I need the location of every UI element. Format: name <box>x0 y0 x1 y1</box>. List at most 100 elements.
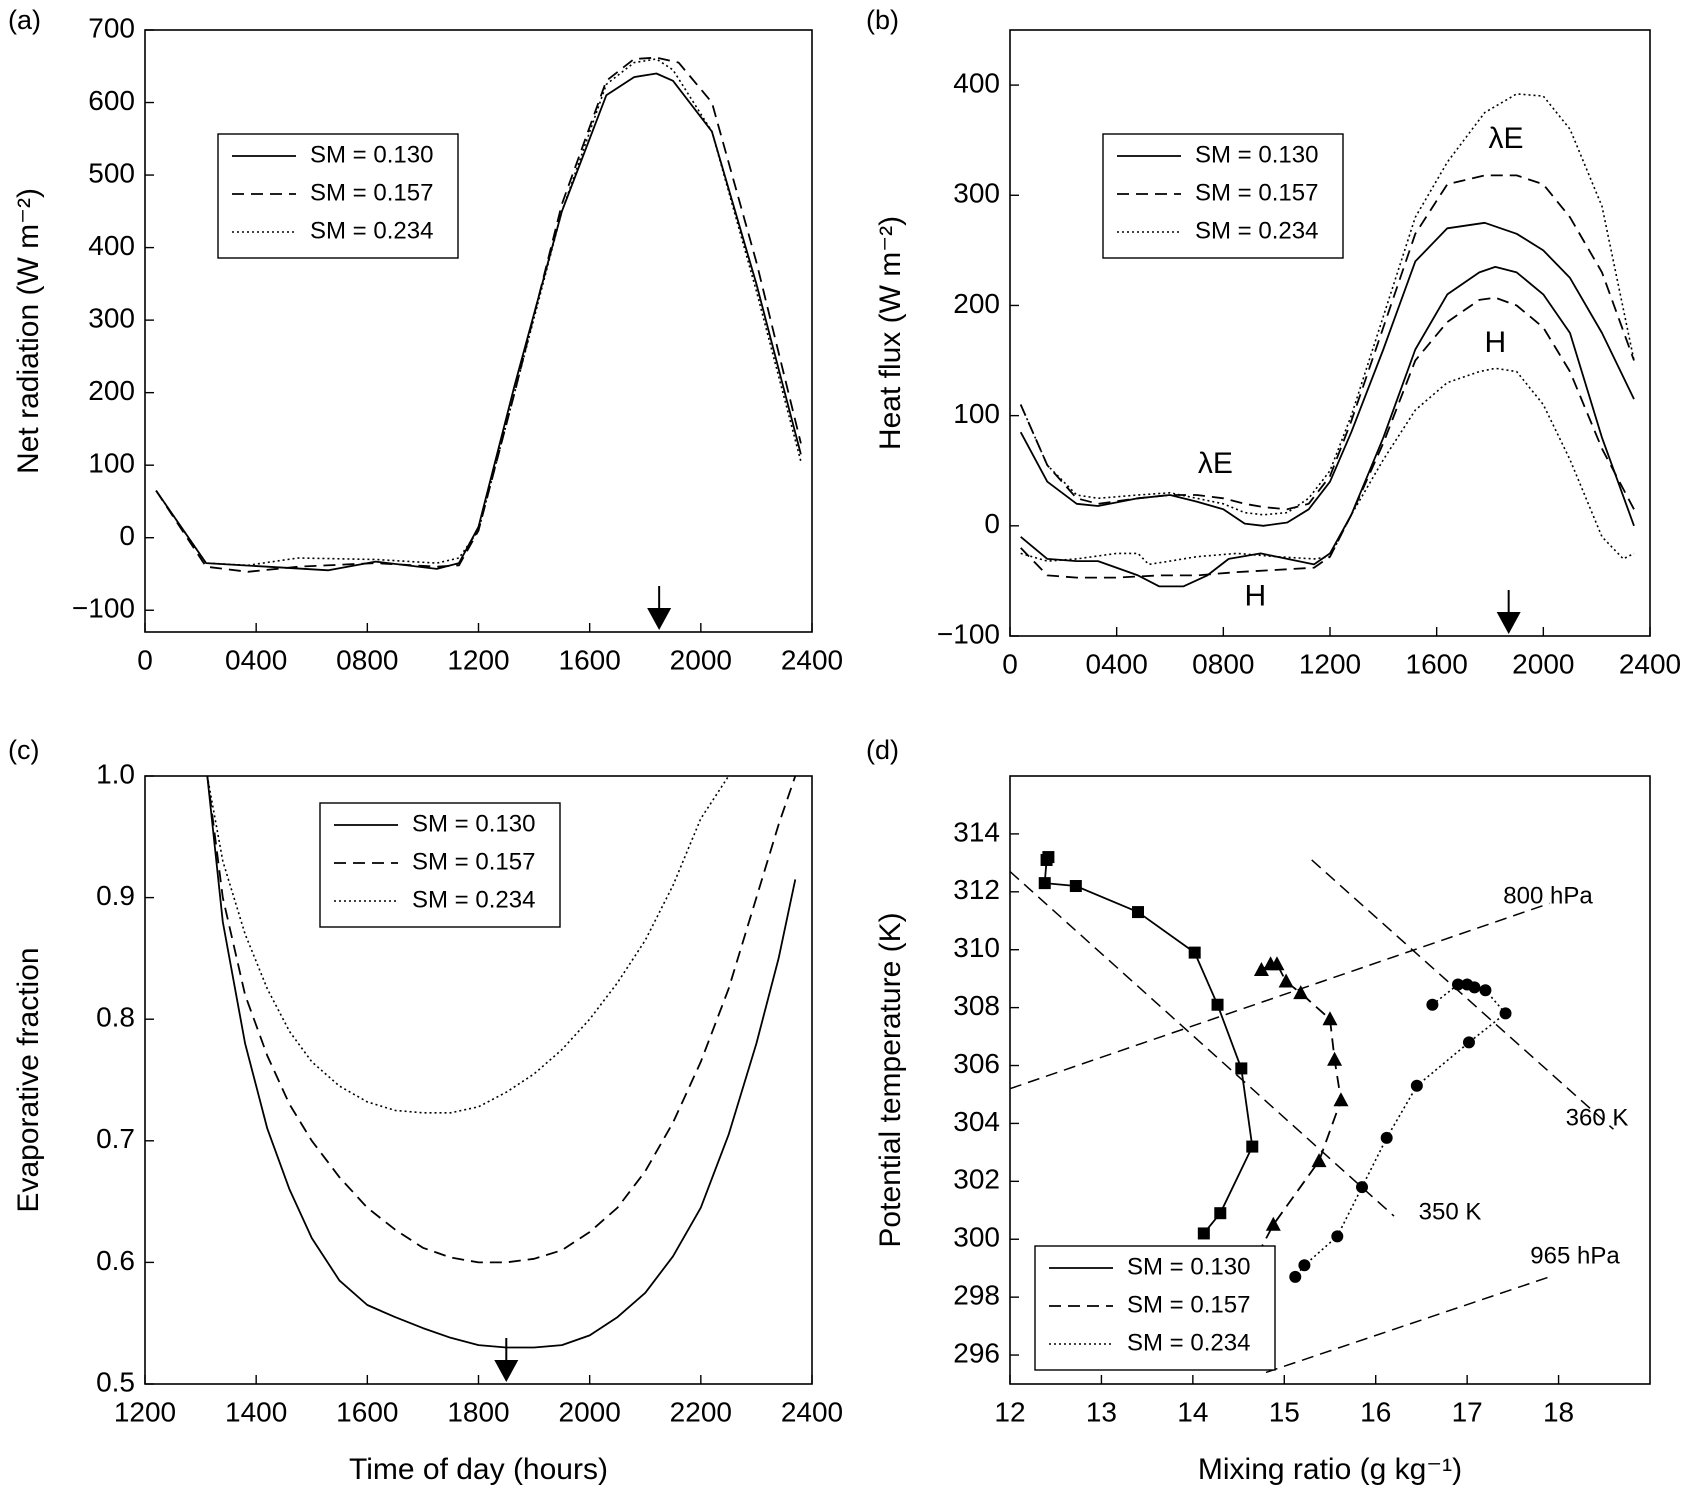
x-tick-label: 1600 <box>1406 648 1468 679</box>
data-point-triangle <box>1265 1216 1281 1231</box>
x-tick-label: 16 <box>1360 1396 1391 1427</box>
x-tick-label: 2200 <box>670 1396 732 1427</box>
data-point-triangle <box>1311 1153 1327 1168</box>
x-axis-label-text: Time of day (hours) <box>349 1453 608 1486</box>
data-point-triangle <box>1327 1051 1343 1066</box>
legend-entry-label: SM = 0.157 <box>1195 179 1318 206</box>
y-tick-label: 300 <box>88 303 135 334</box>
y-tick-label: 302 <box>953 1164 1000 1195</box>
y-axis-label-text: Evaporative fraction <box>12 947 45 1212</box>
y-tick-label: 0.5 <box>96 1366 135 1397</box>
y-tick-label: 100 <box>953 398 1000 429</box>
data-point-triangle <box>1322 1011 1338 1026</box>
y-tick-label: 312 <box>953 874 1000 905</box>
y-tick-label: −100 <box>72 593 135 624</box>
panel-label: (b) <box>866 5 899 35</box>
y-tick-label: 100 <box>88 448 135 479</box>
y-axis-label-text: Net radiation <box>12 304 45 474</box>
reference-line-label: 965 hPa <box>1530 1242 1620 1269</box>
series-line-dashed <box>1020 296 1635 579</box>
panel-label: (c) <box>8 735 39 765</box>
y-tick-label: 0.7 <box>96 1123 135 1154</box>
x-tick-label: 0400 <box>1086 648 1148 679</box>
reference-line-350-k <box>1010 870 1395 1217</box>
data-point-square <box>1214 1207 1227 1220</box>
annotation-label: H <box>1244 579 1266 612</box>
reference-line-label: 360 K <box>1566 1104 1629 1131</box>
arrow-marker-icon <box>647 608 672 630</box>
x-tick-label: 2400 <box>781 1396 843 1427</box>
data-point-square <box>1246 1140 1259 1153</box>
x-tick-label: 1600 <box>336 1396 398 1427</box>
panel-c: (c) 1200 1400 1600 1800 2000 2200 2400 0.5 0.6 0.7… <box>8 735 843 1486</box>
y-tick-label: 314 <box>953 816 1000 847</box>
legend-entry-label: SM = 0.130 <box>1195 141 1318 168</box>
x-tick-label: 2000 <box>670 644 732 675</box>
y-tick-label: 200 <box>88 375 135 406</box>
legend-entry-label: SM = 0.157 <box>412 848 535 875</box>
x-tick-label: 0800 <box>1192 648 1254 679</box>
legend-box <box>1034 1245 1276 1371</box>
x-tick-label: 2000 <box>1512 648 1574 679</box>
legend-entry-label: SM = 0.130 <box>310 141 433 168</box>
y-tick-label: 0.9 <box>96 880 135 911</box>
data-point-triangle <box>1269 956 1285 971</box>
data-point-circle <box>1289 1270 1302 1283</box>
x-tick-label: 1200 <box>1299 648 1361 679</box>
legend-entry-label: SM = 0.130 <box>412 810 535 837</box>
data-point-circle <box>1479 984 1492 997</box>
annotation-label: H <box>1484 326 1506 359</box>
series-line-solid <box>1019 221 1635 527</box>
panel-a: (a)0 0400 0800 1200 1600 2000 2400−10001002003… <box>8 5 843 675</box>
series-line-dashed <box>155 56 802 573</box>
data-point-circle <box>1468 981 1481 994</box>
y-axis-label-unit: (W m⁻²) <box>874 216 907 332</box>
data-point-circle <box>1331 1230 1344 1243</box>
y-axis-label: Evaporative fraction <box>12 947 45 1212</box>
data-point-circle <box>1462 1036 1475 1049</box>
x-tick-label: 1600 <box>559 644 621 675</box>
legend-entry-label: SM = 0.234 <box>310 217 433 244</box>
data-point-square <box>1069 880 1082 893</box>
data-point-square <box>1040 853 1053 866</box>
series-line-solid <box>155 72 802 572</box>
data-point-circle <box>1452 978 1464 991</box>
series-line-solid <box>1020 265 1635 588</box>
y-tick-label: 296 <box>953 1337 1000 1368</box>
y-axis-label: Potential temperature (K) <box>874 912 907 1247</box>
reference-line-800-hpa <box>1010 902 1550 1090</box>
y-tick-label: 200 <box>953 288 1000 319</box>
y-axis-label-text: Potential temperature (K) <box>874 912 907 1247</box>
legend-entry-label: SM = 0.234 <box>1195 217 1318 244</box>
reference-line-label: 800 hPa <box>1503 882 1593 909</box>
series-line-dotted <box>1019 93 1635 516</box>
data-point-circle <box>1298 1259 1311 1272</box>
y-tick-label: 304 <box>953 1106 1000 1137</box>
x-tick-label: 13 <box>1086 1396 1117 1427</box>
arrow-marker-icon <box>1496 612 1521 634</box>
x-axis-label-text: Mixing ratio <box>1198 1453 1351 1486</box>
x-tick-label: 0400 <box>225 644 287 675</box>
y-tick-label: 300 <box>953 178 1000 209</box>
y-tick-label: 298 <box>953 1280 1000 1311</box>
reference-line-label: 350 K <box>1419 1198 1482 1225</box>
plot-area <box>206 776 797 1349</box>
panel-label: (d) <box>866 735 899 765</box>
x-tick-label: 0 <box>1002 648 1018 679</box>
x-tick-label: 1200 <box>114 1396 176 1427</box>
plot-frame <box>1009 775 1651 1385</box>
y-tick-label: 1.0 <box>96 758 135 789</box>
series-line-solid <box>206 776 797 1349</box>
legend-entry-label: SM = 0.130 <box>1127 1253 1250 1280</box>
annotation-label: λE <box>1488 122 1523 155</box>
data-point-circle <box>1499 1007 1512 1020</box>
plot-area <box>1019 93 1635 588</box>
series-line-dotted <box>1020 367 1635 566</box>
x-tick-label: 0800 <box>336 644 398 675</box>
legend-box <box>319 802 561 928</box>
x-axis-label: Time of day (hours) <box>349 1453 608 1486</box>
panel-label: (a) <box>8 5 41 35</box>
y-tick-label: 0 <box>119 520 135 551</box>
y-tick-label: 308 <box>953 990 1000 1021</box>
legend-entry-label: SM = 0.234 <box>412 886 535 913</box>
